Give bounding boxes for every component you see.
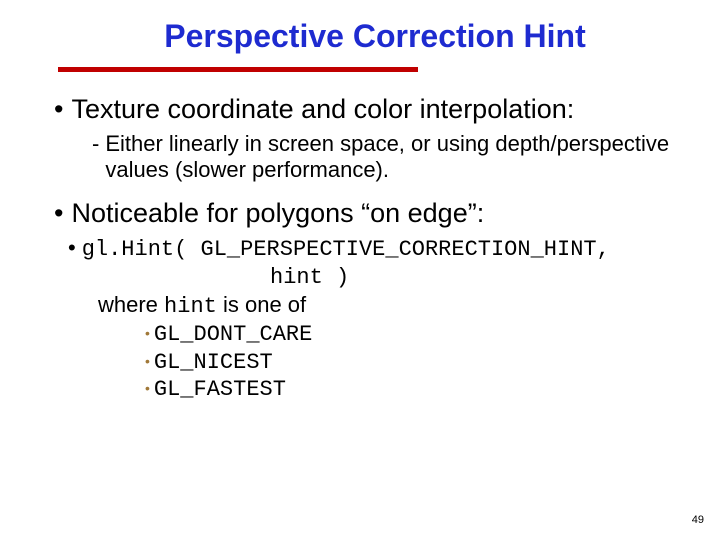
page-number: 49 (692, 514, 704, 526)
enum-3: • GL_FASTEST (145, 376, 670, 404)
enum-2-text: GL_NICEST (154, 349, 273, 377)
bullet-dot-icon: • (145, 353, 150, 371)
bullet-dot-icon: • (145, 325, 150, 343)
bullet-dot-icon: • (145, 380, 150, 398)
bullet-dot-icon: • (68, 235, 76, 261)
bullet-1-sub: - Either linearly in screen space, or us… (92, 131, 670, 184)
enum-1: • GL_DONT_CARE (145, 321, 670, 349)
code-line-2: hint ) (270, 265, 670, 290)
bullet-2: • Noticeable for polygons “on edge”: (50, 198, 670, 229)
enum-2: • GL_NICEST (145, 349, 670, 377)
code-arg1: GL_PERSPECTIVE_CORRECTION_HINT, (187, 237, 609, 262)
where-line: where hint is one of (98, 292, 670, 319)
where-code: hint (164, 294, 217, 319)
bullet-1: • Texture coordinate and color interpola… (50, 94, 670, 125)
code-line-1: • gl.Hint( GL_PERSPECTIVE_CORRECTION_HIN… (68, 235, 670, 263)
bullet-dot-icon: • (54, 198, 63, 229)
bullet-dot-icon: • (54, 94, 63, 125)
bullet-1-text: Texture coordinate and color interpolati… (71, 94, 574, 125)
dash-icon: - (92, 131, 99, 157)
bullet-1-sub-text: Either linearly in screen space, or usin… (105, 131, 670, 184)
where-pre: where (98, 292, 164, 317)
enum-3-text: GL_FASTEST (154, 376, 286, 404)
slide-title: Perspective Correction Hint (80, 18, 670, 55)
code-call: gl.Hint( GL_PERSPECTIVE_CORRECTION_HINT, (82, 235, 610, 263)
title-underline (58, 67, 418, 72)
where-post: is one of (217, 292, 306, 317)
code-fn: gl.Hint( (82, 237, 188, 262)
enum-1-text: GL_DONT_CARE (154, 321, 312, 349)
bullet-2-text: Noticeable for polygons “on edge”: (71, 198, 484, 229)
